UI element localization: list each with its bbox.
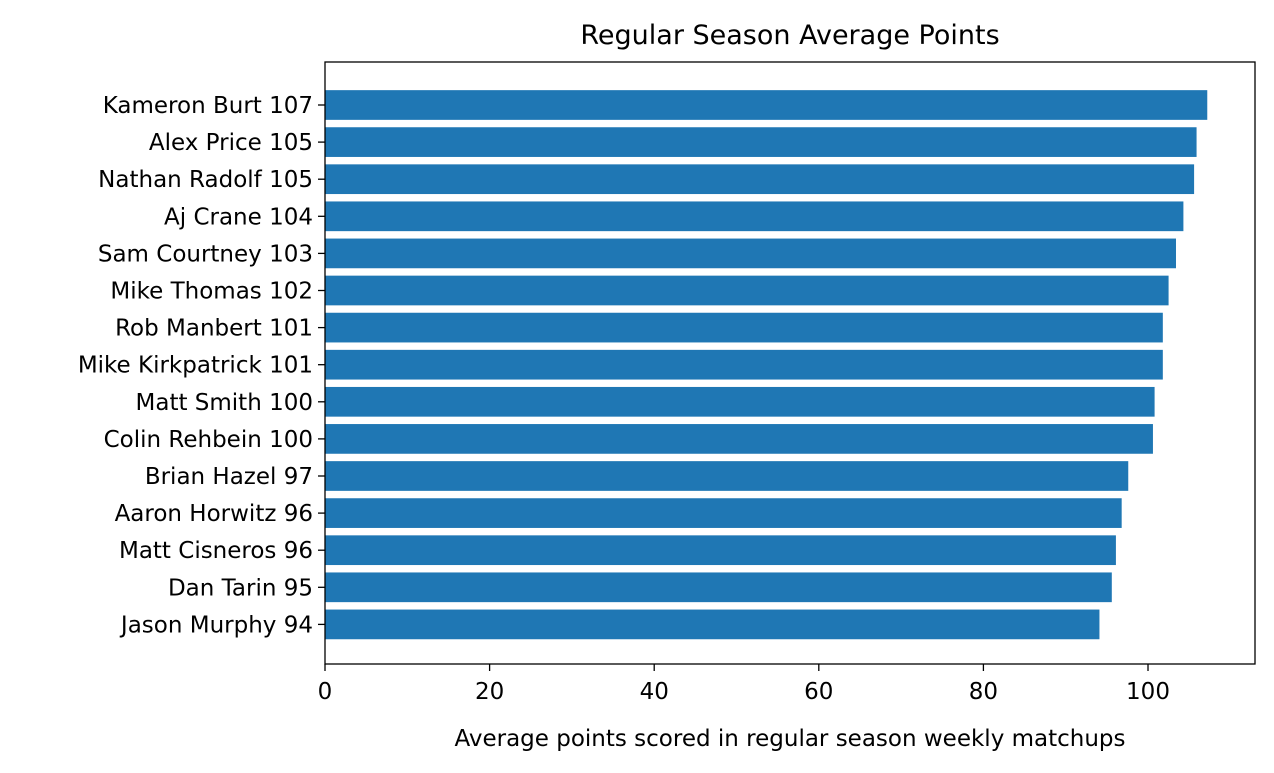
x-tick-label: 60: [804, 679, 833, 705]
y-tick-label: Sam Courtney 103: [98, 241, 313, 267]
x-tick-label: 40: [640, 679, 669, 705]
bar: [325, 127, 1197, 157]
y-tick-label: Dan Tarin 95: [168, 575, 313, 601]
y-tick-label: Colin Rehbein 100: [104, 427, 313, 453]
y-tick-label: Aj Crane 104: [164, 204, 313, 230]
x-tick-label: 20: [475, 679, 504, 705]
plot-frame: [324, 61, 1256, 665]
y-tick-label: Jason Murphy 94: [119, 612, 313, 638]
y-tick-label: Alex Price 105: [149, 130, 313, 156]
x-tick-label: 80: [969, 679, 998, 705]
bar: [325, 609, 1100, 640]
y-tick-label: Aaron Horwitz 96: [115, 501, 313, 527]
bar: [325, 349, 1163, 380]
y-axis-ticks: Kameron Burt 107 Alex Price 105 Nathan Rad…: [78, 93, 325, 638]
y-tick-label: Brian Hazel 97: [145, 464, 313, 490]
bars-group: [325, 90, 1208, 640]
y-tick-label: Rob Manbert 101: [115, 316, 313, 342]
bar: [325, 201, 1184, 232]
y-tick-label: Kameron Burt 107: [103, 93, 313, 119]
x-axis-ticks: 0 20 40 60 80 100: [318, 664, 1170, 705]
bar: [325, 498, 1122, 528]
bar: [325, 238, 1176, 269]
bar: [325, 461, 1129, 491]
bar: [325, 90, 1208, 120]
bar: [325, 535, 1116, 566]
bar: [325, 386, 1155, 417]
y-tick-label: Matt Smith 100: [136, 390, 314, 416]
bar: [325, 275, 1169, 306]
y-tick-label: Mike Kirkpatrick 101: [78, 353, 313, 379]
x-tick-label: 100: [1126, 679, 1170, 705]
y-tick-label: Matt Cisneros 96: [119, 538, 313, 564]
x-axis-label: Average points scored in regular season …: [454, 726, 1125, 752]
y-tick-label: Mike Thomas 102: [110, 279, 313, 305]
bar: [325, 164, 1195, 195]
bar: [325, 424, 1153, 454]
bar: [325, 572, 1112, 603]
x-tick-label: 0: [318, 679, 333, 705]
bar: [325, 312, 1163, 343]
chart-title: Regular Season Average Points: [580, 20, 999, 51]
y-tick-label: Nathan Radolf 105: [98, 167, 313, 193]
